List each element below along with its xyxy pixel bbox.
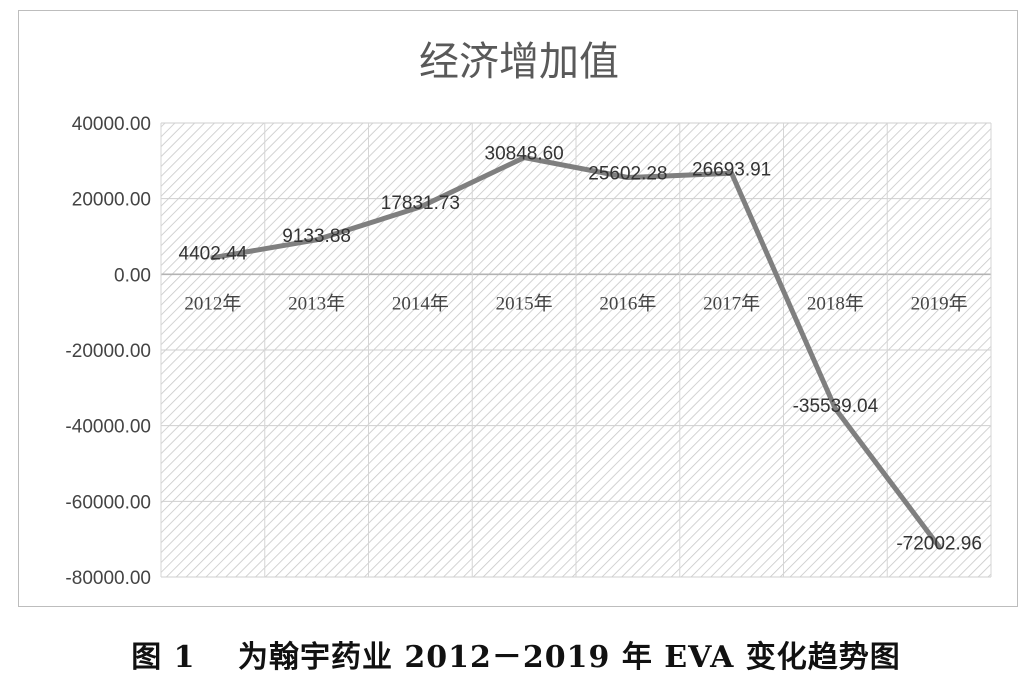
y-tick-label: -40000.00 [65, 417, 151, 438]
data-label: -72002.96 [896, 534, 982, 555]
y-tick-label: 0.00 [114, 265, 151, 286]
data-label: -35539.04 [793, 396, 879, 417]
gridlines [160, 122, 992, 578]
series-line [210, 155, 942, 550]
y-tick-label: -20000.00 [65, 341, 151, 362]
data-point [729, 170, 735, 176]
data-point [625, 174, 631, 180]
data-point [417, 204, 423, 210]
x-tick-label: 2014年 [392, 292, 449, 314]
data-point [936, 544, 942, 550]
x-tick-label: 2018年 [807, 292, 864, 314]
x-tick-label: 2012年 [184, 292, 241, 314]
chart-frame: 经济增加值 40000.00 20000.00 0.00 -20000.00 -4000… [18, 10, 1018, 607]
y-axis-ticks: 40000.00 20000.00 0.00 -20000.00 -40000.00 -6… [65, 114, 151, 589]
y-tick-label: 40000.00 [72, 114, 151, 135]
data-point [521, 155, 527, 161]
x-tick-label: 2013年 [288, 292, 345, 314]
data-label: 9133.88 [282, 226, 351, 247]
series-layer [210, 155, 942, 550]
data-label: 4402.44 [179, 244, 248, 265]
x-tick-label: 2019年 [911, 292, 968, 314]
y-tick-label: -80000.00 [65, 568, 151, 589]
figure-caption: 图 1 为翰宇药业 2012－2019 年 EVA 变化趋势图 [131, 640, 901, 675]
x-tick-label: 2017年 [703, 292, 760, 314]
data-point [832, 406, 838, 412]
data-point [210, 255, 216, 261]
x-tick-label: 2015年 [496, 292, 553, 314]
x-axis-ticks: 2012年 2013年 2014年 2015年 2016年 2017年 2018年 2019年 [184, 292, 967, 314]
x-tick-label: 2016年 [599, 292, 656, 314]
y-tick-label: 20000.00 [72, 190, 151, 211]
y-tick-label: -60000.00 [65, 492, 151, 513]
data-labels: 4402.44 9133.88 17831.73 30848.60 25602.28 26… [179, 144, 982, 555]
chart-title: 经济增加值 [419, 39, 619, 85]
data-label: 25602.28 [588, 163, 667, 184]
data-label: 30848.60 [485, 144, 564, 165]
data-label: 26693.91 [692, 159, 771, 180]
line-chart: 经济增加值 40000.00 20000.00 0.00 -20000.00 -4000… [65, 39, 992, 589]
data-point [314, 237, 320, 243]
data-label: 17831.73 [381, 193, 460, 214]
